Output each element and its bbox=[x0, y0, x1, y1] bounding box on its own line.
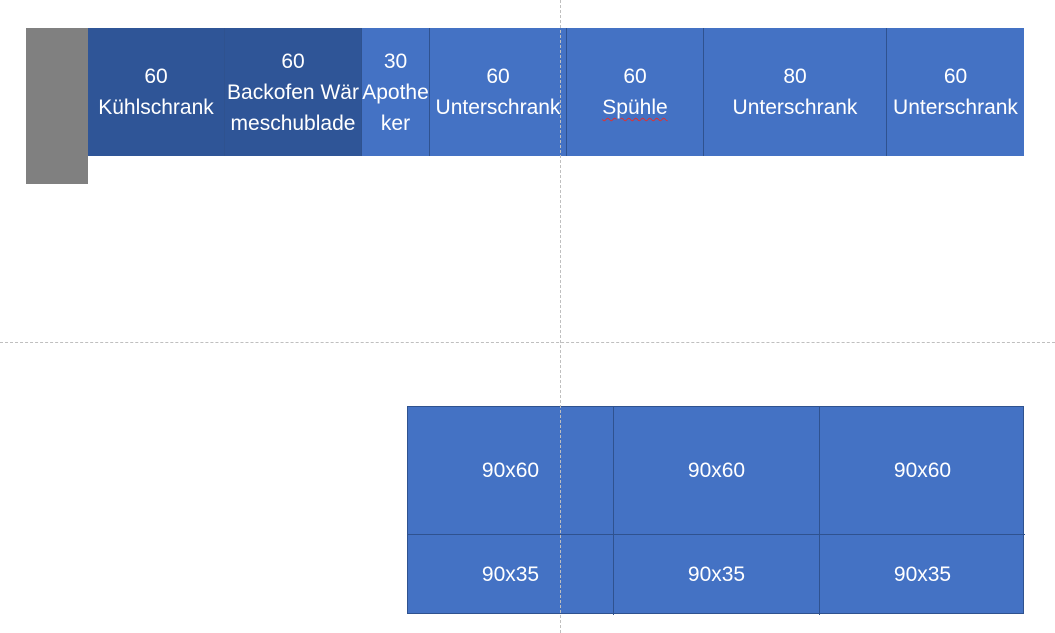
cabinet-name: Unterschrank bbox=[435, 96, 561, 119]
cabinet-width: 30 bbox=[383, 49, 408, 73]
cabinet-width: 60 bbox=[281, 49, 305, 73]
cabinet-backofen[interactable]: 60 Backofen Wärmeschublade bbox=[225, 28, 362, 156]
wall-block bbox=[26, 28, 88, 184]
island-cell-bottom-2[interactable]: 90x35 bbox=[614, 535, 820, 615]
island-cell-top-2[interactable]: 90x60 bbox=[614, 407, 820, 535]
cabinet-unterschrank-3[interactable]: 60 Unterschrank bbox=[887, 28, 1024, 156]
cabinet-kuehlschrank[interactable]: 60 Kühlschrank bbox=[88, 28, 225, 156]
cabinet-width: 60 bbox=[623, 65, 647, 88]
cabinet-spuehle[interactable]: 60 Spühle bbox=[567, 28, 704, 156]
cabinet-unterschrank-1[interactable]: 60 Unterschrank bbox=[430, 28, 567, 156]
cabinet-name: Kühlschrank bbox=[98, 96, 214, 119]
island-cell-bottom-1[interactable]: 90x35 bbox=[408, 535, 614, 615]
cabinet-width: 80 bbox=[783, 65, 807, 88]
kitchen-island: 90x60 90x60 90x60 90x35 90x35 90x35 bbox=[407, 406, 1025, 615]
cabinet-name: Unterschrank bbox=[893, 96, 1018, 119]
base-cabinet-row: 60 Kühlschrank 60 Backofen Wärmeschublade … bbox=[88, 28, 1024, 156]
cabinet-width: 60 bbox=[144, 65, 168, 88]
cabinet-width: 60 bbox=[486, 65, 510, 88]
cabinet-name: Backofen Wärmeschublade bbox=[227, 80, 359, 135]
cabinet-name: Spühle bbox=[602, 96, 668, 119]
island-cell-top-3[interactable]: 90x60 bbox=[820, 407, 1025, 535]
cabinet-unterschrank-2[interactable]: 80 Unterschrank bbox=[704, 28, 887, 156]
horizontal-guide-line bbox=[0, 342, 1055, 343]
cabinet-name: Unterschrank bbox=[732, 96, 858, 119]
island-cell-bottom-3[interactable]: 90x35 bbox=[893, 563, 952, 586]
cabinet-apotheker[interactable]: 30 Apotheker bbox=[362, 28, 430, 156]
island-cell-top-1[interactable]: 90x60 bbox=[408, 407, 614, 535]
cabinet-width: 60 bbox=[943, 65, 968, 88]
cabinet-name: Apotheker bbox=[362, 80, 429, 135]
